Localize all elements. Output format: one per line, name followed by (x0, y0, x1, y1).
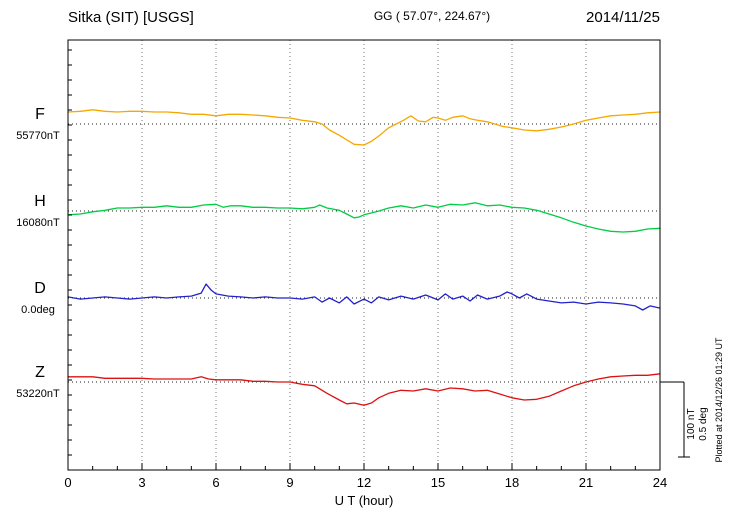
x-tick-label-3: 3 (138, 475, 145, 490)
series-label-d: D (34, 280, 46, 297)
x-tick-label-0: 0 (64, 475, 71, 490)
x-tick-label-21: 21 (579, 475, 593, 490)
station-title: Sitka (SIT) [USGS] (68, 9, 194, 26)
plotted-at-label: Plotted at 2014/12/26 01:29 UT (714, 337, 724, 463)
series-label-f: F (35, 106, 45, 123)
series-label-h: H (34, 193, 46, 210)
series-baseline-h: 16080nT (16, 217, 60, 229)
x-tick-label-18: 18 (505, 475, 519, 490)
series-baseline-f: 55770nT (16, 130, 60, 142)
series-label-z: Z (35, 364, 45, 381)
trace-f (67, 109, 661, 146)
scale-100nt-label: 100 nT (686, 408, 697, 439)
scale-05deg-label: 0.5 deg (698, 407, 709, 440)
x-tick-label-12: 12 (357, 475, 371, 490)
x-tick-label-24: 24 (653, 475, 667, 490)
trace-h (67, 202, 661, 233)
series-baseline-d: 0.0deg (21, 304, 55, 316)
geographic-coordinates: GG ( 57.07°, 224.67°) (374, 9, 490, 23)
x-axis-label: U T (hour) (335, 493, 394, 508)
plot-date: 2014/11/25 (586, 9, 660, 26)
trace-z (67, 373, 661, 406)
x-tick-label-15: 15 (431, 475, 445, 490)
x-tick-label-6: 6 (212, 475, 219, 490)
x-tick-label-9: 9 (286, 475, 293, 490)
trace-d (67, 283, 661, 311)
series-baseline-z: 53220nT (16, 388, 60, 400)
plot-generated-layer: 0 3 6 9 12 15 18 21 24 (64, 39, 690, 490)
